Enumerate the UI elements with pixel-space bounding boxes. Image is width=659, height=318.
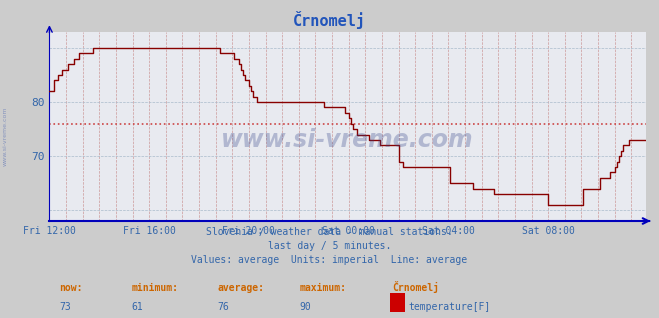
Text: 90: 90 [300,302,312,312]
Text: Slovenia / weather data - manual stations.
last day / 5 minutes.
Values: average: Slovenia / weather data - manual station… [191,227,468,265]
Text: Črnomelj: Črnomelj [392,281,439,293]
Text: now:: now: [59,283,83,293]
Text: average:: average: [217,283,264,293]
Text: 76: 76 [217,302,229,312]
Text: 73: 73 [59,302,71,312]
Text: www.si-vreme.com: www.si-vreme.com [221,128,474,152]
Text: maximum:: maximum: [300,283,347,293]
Text: minimum:: minimum: [132,283,179,293]
Text: www.si-vreme.com: www.si-vreme.com [3,107,8,167]
Text: 61: 61 [132,302,144,312]
Text: Črnomelj: Črnomelj [293,11,366,29]
Text: temperature[F]: temperature[F] [409,302,491,312]
